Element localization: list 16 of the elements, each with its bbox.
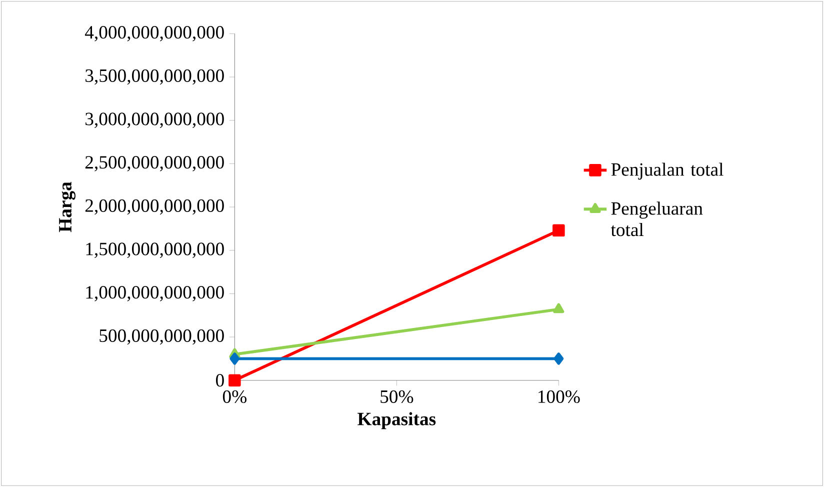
y-tick-label: 0	[216, 374, 224, 387]
y-axis-title: Harga	[59, 182, 76, 232]
legend-label: Pengeluaran total	[610, 202, 703, 236]
y-tick-label: 500,000,000,000	[100, 329, 224, 345]
y-tick-label: 1,500,000,000,000	[86, 242, 224, 258]
legend-label: Penjualan total	[611, 162, 724, 180]
y-tick-label: 4,000,000,000,000	[84, 26, 224, 42]
x-tick-label: 50%	[380, 390, 414, 404]
y-tick-label: 1,000,000,000,000	[86, 286, 224, 302]
y-tick-label: 2,500,000,000,000	[85, 156, 224, 172]
y-tick-label: 3,000,000,000,000	[86, 112, 224, 128]
y-tick-label: 3,500,000,000,000	[86, 69, 224, 85]
x-tick-label: 0%	[222, 390, 246, 404]
x-axis-title: Kapasitas	[358, 412, 436, 430]
x-tick-label: 100%	[538, 390, 580, 404]
y-tick-label: 2,000,000,000,000	[85, 199, 224, 215]
